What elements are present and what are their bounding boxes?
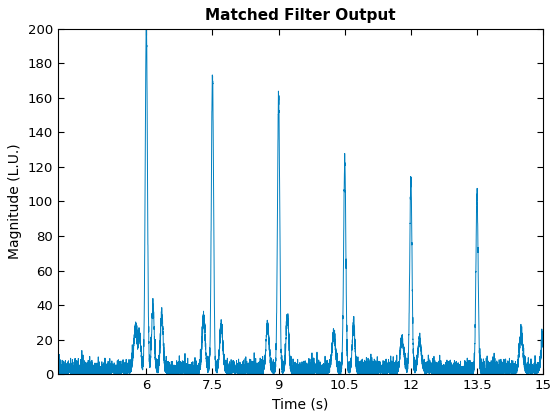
X-axis label: Time (s): Time (s) [273, 398, 329, 412]
Y-axis label: Magnitude (L.U.): Magnitude (L.U.) [8, 144, 22, 259]
Title: Matched Filter Output: Matched Filter Output [206, 8, 396, 24]
